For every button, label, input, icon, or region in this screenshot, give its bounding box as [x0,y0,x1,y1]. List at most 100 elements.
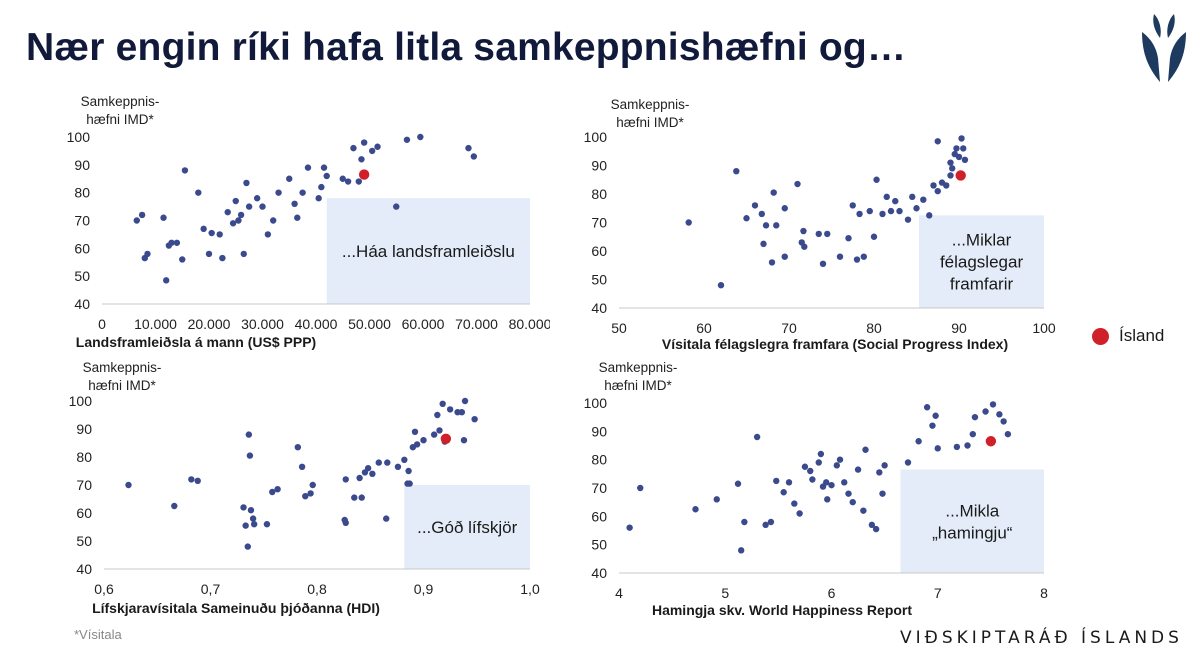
data-point [318,183,325,191]
callout-box [919,215,1044,308]
data-point [237,211,245,219]
data-point [836,253,844,260]
y-axis-label: hæfni IMD* [604,378,672,393]
data-point [741,518,748,526]
data-point [125,481,132,489]
x-tick-label: 0,6 [94,581,114,597]
callout-text: ...Miklar [952,231,1012,250]
data-point [828,481,835,489]
data-point [244,543,251,550]
y-tick-label: 100 [584,129,608,145]
x-tick-label: 0,7 [201,581,221,597]
data-point [245,431,253,438]
data-point [417,133,424,141]
data-point [299,189,306,196]
data-point [947,159,954,166]
data-point [943,182,950,189]
callout-text: ...Mikla [945,501,999,520]
data-point [960,145,967,152]
data-point [713,496,720,503]
data-point [323,172,330,180]
data-point [734,480,742,487]
data-point [896,207,903,215]
data-point [461,397,469,405]
data-point [866,207,873,215]
data-point [815,459,822,466]
data-point [780,489,787,496]
y-tick-label: 50 [591,272,607,288]
x-tick-label: 70 [781,320,797,336]
data-point [358,156,365,163]
x-tick-label: 7 [934,585,942,601]
y-tick-label: 60 [76,505,92,521]
data-point [224,208,231,216]
data-point [133,217,140,224]
data-point [243,179,250,187]
y-tick-label: 100 [69,393,93,409]
y-tick-label: 70 [591,215,607,231]
data-point [173,239,181,246]
data-point [360,139,368,146]
y-axis-label: hæfni IMD* [616,115,684,130]
data-point-iceland [358,169,370,180]
y-tick-label: 70 [74,213,90,229]
legend-label: Ísland [1119,326,1165,345]
y-tick-label: 40 [591,565,607,581]
x-tick-label: 80.000 [509,316,550,332]
data-point [339,175,346,182]
data-point [971,413,979,421]
x-tick-label: 0 [98,316,106,332]
data-point [320,164,328,171]
data-point [934,138,941,145]
x-axis-label: Vísitala félagslegra framfara (Social Pr… [662,336,1008,352]
data-point [240,250,247,258]
data-point [403,136,411,143]
y-tick-label: 80 [74,185,90,201]
data-point [872,525,880,533]
data-point [249,515,257,522]
data-point [264,231,272,238]
data-point [138,211,146,219]
data-point [879,210,886,218]
data-point [785,479,793,486]
data-point [801,463,809,470]
data-point [920,196,927,203]
data-point [411,428,419,435]
y-axis-label: hæfni IMD* [88,378,156,393]
callout-box [404,485,530,569]
scatter-chart-happiness: ...Mikla „hamingju“ 40 50 60 70 80 90 100 4 5 6 7 8 Sa… [584,360,1048,618]
data-point [394,463,402,470]
data-point [773,477,780,485]
data-point [286,175,293,182]
x-tick-label: 8 [1040,585,1048,601]
data-point [860,253,867,260]
shield-leaf-logo-icon [1142,14,1186,82]
y-tick-label: 50 [591,537,607,553]
data-point [953,443,961,451]
data-point-iceland [985,436,997,447]
data-point [460,437,468,444]
y-tick-label: 80 [76,449,92,465]
y-tick-label: 40 [591,300,607,316]
data-point [240,504,247,511]
data-point [298,463,306,470]
data-point [849,498,856,506]
data-point [302,493,309,500]
data-point [856,210,863,218]
data-point [294,214,301,221]
data-point [773,222,780,229]
page-title: Nær engin ríki hafa litla samkeppnishæfn… [26,26,907,69]
data-point [401,456,408,463]
data-point [263,521,271,528]
data-point [413,441,421,448]
data-point [762,521,769,529]
data-point [845,234,852,242]
x-tick-label: 60 [696,320,712,336]
data-point [374,143,381,150]
y-tick-label: 90 [591,423,607,439]
data-point-iceland [440,433,452,444]
data-point [883,193,890,201]
data-point [904,216,912,223]
x-tick-label: 0,9 [414,581,434,597]
data-point [364,465,372,472]
